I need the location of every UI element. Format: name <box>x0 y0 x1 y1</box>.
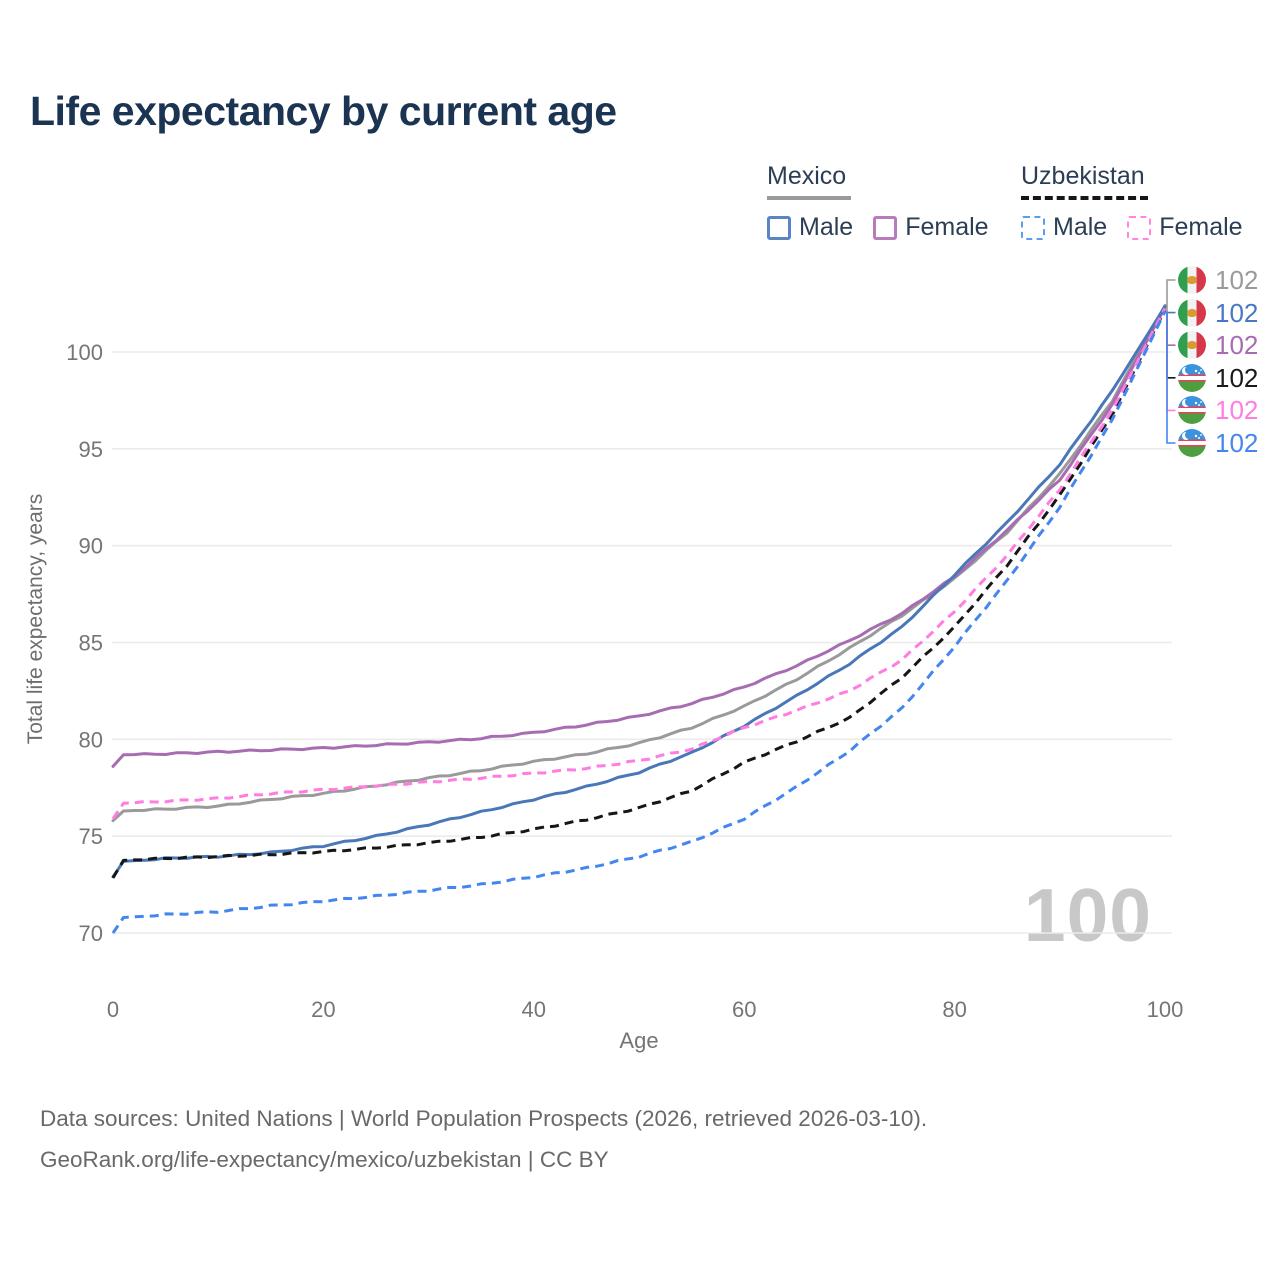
end-label-value: 102 <box>1215 297 1259 328</box>
end-label-mexico-male: 102 <box>1178 296 1258 330</box>
checkbox-mexico-male[interactable] <box>767 215 791 240</box>
legend-country-uzbekistan: Uzbekistan <box>1021 162 1145 190</box>
series-line-mexico-male <box>111 305 1167 879</box>
legend-label-mexico-male[interactable]: Male <box>799 213 854 241</box>
x-tick-40: 40 <box>522 997 546 1022</box>
mexico-flag-icon <box>1178 266 1206 294</box>
x-tick-80: 80 <box>942 997 966 1022</box>
legend-group-uzbekistan: Uzbekistan Male Female <box>1021 162 1263 242</box>
current-age-watermark: 100 <box>1023 873 1152 957</box>
legend-linestyle-dashed-swatch <box>1021 196 1148 200</box>
legend-label-mexico-female[interactable]: Female <box>905 213 989 241</box>
end-label-uzbekistan-female: 102 <box>1178 393 1258 427</box>
end-label-value: 102 <box>1215 362 1259 393</box>
x-tick-0: 0 <box>107 997 119 1022</box>
end-label-mexico-female: 102 <box>1178 328 1258 362</box>
y-tick-70: 70 <box>79 921 103 946</box>
y-tick-80: 80 <box>79 727 103 752</box>
legend-group-mexico: Mexico Male Female <box>767 162 1009 242</box>
y-tick-85: 85 <box>79 630 103 655</box>
checkbox-mexico-female[interactable] <box>873 215 898 240</box>
end-label-value: 102 <box>1215 427 1259 458</box>
uzbekistan-flag-icon <box>1178 396 1206 424</box>
page-title: Life expectancy by current age <box>30 88 617 134</box>
mexico-flag-icon <box>1178 331 1206 359</box>
x-tick-100: 100 <box>1147 997 1184 1022</box>
legend-label-uzbekistan-male[interactable]: Male <box>1053 213 1108 241</box>
end-label-connector-2 <box>1163 311 1176 346</box>
y-tick-75: 75 <box>79 824 103 849</box>
end-label-mexico-total: 102 <box>1178 263 1258 297</box>
series-line-uzbekistan-male <box>111 310 1167 934</box>
x-tick-60: 60 <box>732 997 756 1022</box>
y-axis-title: Total life expectancy, years <box>24 493 47 745</box>
series-line-mexico-total <box>111 304 1167 823</box>
end-label-value: 102 <box>1215 394 1259 425</box>
legend-country-mexico: Mexico <box>767 162 847 190</box>
mexico-flag-icon <box>1178 299 1206 327</box>
legend-linestyle-solid-swatch <box>767 196 851 200</box>
series-line-uzbekistan-total <box>111 308 1167 879</box>
end-label-value: 102 <box>1215 329 1259 360</box>
series-line-mexico-female <box>111 306 1167 768</box>
y-tick-100: 100 <box>66 340 103 365</box>
legend-label-uzbekistan-female[interactable]: Female <box>1159 213 1243 241</box>
end-label-connector-4 <box>1163 311 1176 412</box>
y-tick-90: 90 <box>79 534 103 559</box>
checkbox-uzbekistan-female[interactable] <box>1127 215 1152 240</box>
uzbekistan-flag-icon <box>1178 364 1206 392</box>
checkbox-uzbekistan-male[interactable] <box>1021 215 1045 240</box>
end-label-value: 102 <box>1215 264 1259 295</box>
data-sources-note: Data sources: United Nations | World Pop… <box>40 1106 928 1131</box>
x-tick-20: 20 <box>311 997 335 1022</box>
x-axis-title: Age <box>619 1028 659 1053</box>
y-tick-95: 95 <box>79 437 103 462</box>
uzbekistan-flag-icon <box>1178 429 1206 457</box>
series-line-uzbekistan-female <box>111 307 1167 820</box>
end-label-uzbekistan-male: 102 <box>1178 426 1258 460</box>
end-label-uzbekistan-total: 102 <box>1178 361 1258 395</box>
end-label-connector-5 <box>1163 311 1176 444</box>
attribution-note: GeoRank.org/life-expectancy/mexico/uzbek… <box>40 1147 609 1172</box>
